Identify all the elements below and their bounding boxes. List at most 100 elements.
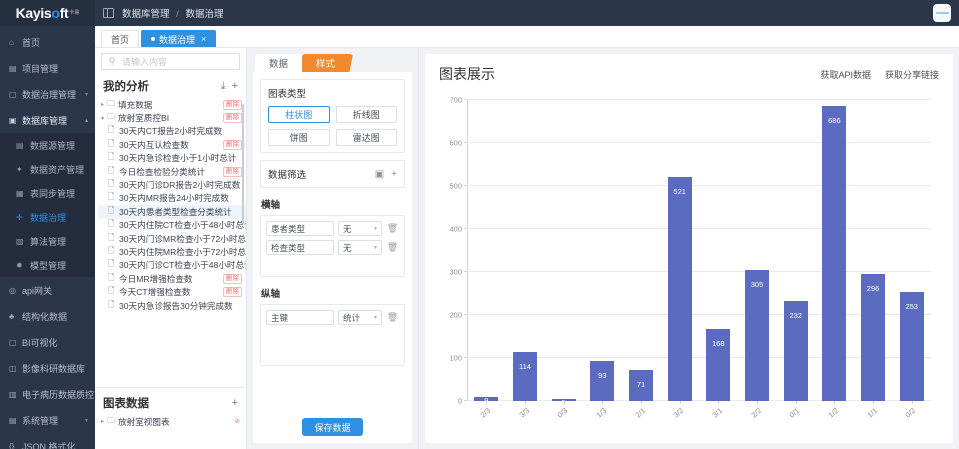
sidebar-item-imaging-db[interactable]: ◫ 影像科研数据库 [0,355,95,381]
tab-home[interactable]: 首页 [101,30,140,47]
add-icon[interactable]: + [391,168,397,180]
tab-style[interactable]: 样式 [302,54,354,72]
y-axis-field[interactable]: 主键 [266,310,334,325]
menu-collapse-icon[interactable] [103,8,114,18]
tree-leaf-row[interactable]: 🗋 30天内住院CT检查小于48小时总计 [98,219,246,232]
bar[interactable]: 305 [745,269,770,401]
y-axis-agg-select[interactable]: 统计 ▾ [338,310,382,325]
bar[interactable]: 686 [822,106,847,401]
sidebar-item-emr-quality[interactable]: ▥ 电子病历数据质控 [0,381,95,407]
sidebar-item-api-gateway[interactable]: ◎ api网关 [0,277,95,303]
delete-badge[interactable]: 删除 [223,273,242,284]
sidebar-item-governance[interactable]: ▢ 数据治理管理 ▾ [0,81,95,107]
sidebar-item-structured-data[interactable]: ♣ 结构化数据 [0,303,95,329]
close-icon[interactable]: × [201,34,207,44]
trash-icon[interactable]: 🗑 [386,312,399,322]
tab-data[interactable]: 数据 [255,54,303,72]
tree-leaf-row[interactable]: 🗋 30天内门诊DR报告2小时完成数 [98,178,246,191]
chevron-down-icon[interactable]: ▾ [100,115,104,122]
download-icon[interactable]: ⤓ [220,79,226,92]
bar[interactable]: 114 [513,351,537,401]
bar[interactable]: 296 [861,273,886,401]
x-axis-field[interactable]: 患者类型 [266,221,334,236]
delete-icon[interactable]: ⊘ [234,417,240,425]
tree-leaf-row[interactable]: 🗋 30天内住院MR检查小于72小时总计 [98,245,246,258]
bar-cell[interactable]: 168 3/1 [699,100,738,420]
sidebar-item-database[interactable]: ▣ 数据库管理 ▴ [0,107,95,133]
bar[interactable]: 5 [551,398,576,407]
tree-leaf-row[interactable]: 🗋 30天内急诊报告30分钟完成数 [98,299,246,312]
bar[interactable]: 168 [706,328,731,401]
bar-cell[interactable]: 50/3 [544,100,583,420]
bar[interactable]: 232 [783,301,808,401]
chart-type-line[interactable]: 折线图 [335,106,397,123]
tab-data-governance[interactable]: 数据治理 × [141,30,217,47]
chevron-right-icon[interactable]: ▸ [100,419,104,426]
bar[interactable]: 93 [590,361,615,401]
x-axis-field[interactable]: 检查类型 [266,240,334,255]
sidebar-item-bi[interactable]: ▢ BI可视化 [0,329,95,355]
delete-badge[interactable]: 删除 [223,166,242,177]
chevron-right-icon[interactable]: ▸ [100,102,104,109]
tree-leaf-row[interactable]: 🗋 30天内门诊CT检查小于48小时总计 [98,259,246,272]
chart-type-bar[interactable]: 柱状图 [268,106,330,123]
chart-type-radar[interactable]: 雷达图 [335,129,397,146]
tree-group-row[interactable]: ▸ 🗀 填充数据 删除 [98,98,246,111]
tree-leaf-row[interactable]: 🗋 30天内MR报告24小时完成数 [98,192,246,205]
x-axis-agg-select[interactable]: 无 ▾ [338,221,382,236]
tree-leaf-row[interactable]: 🗋 30天内CT报告2小时完成数 [98,125,246,138]
get-api-data-link[interactable]: 获取API数据 [820,69,871,80]
search-input[interactable] [122,56,239,67]
tree-leaf-row[interactable]: 🗋 今日MR增强检查数 删除 [98,272,246,285]
bar-cell[interactable]: 253 0/2 [892,100,931,420]
trash-icon[interactable]: 🗑 [386,223,399,233]
add-icon[interactable]: + [231,397,238,409]
trash-icon[interactable]: 🗑 [386,242,399,252]
bar[interactable]: 253 [899,292,924,401]
sidebar-item-table-sync[interactable]: ▦ 表同步管理 [0,181,95,205]
chart-data-item[interactable]: ▸ 🗀 放射室视图表 ⊘ [98,415,246,428]
breadcrumb-root[interactable]: 数据库管理 [122,9,170,20]
bar-cell[interactable]: 92/3 [467,100,506,420]
delete-badge[interactable]: 删除 [223,139,242,150]
bar-cell[interactable]: 71 2/1 [622,100,661,420]
bar-cell[interactable]: 305 2/2 [738,100,777,420]
tree-leaf-row-selected[interactable]: 🗋 30天内患者类型检查分类统计 [98,205,246,219]
sidebar-item-json-format[interactable]: {} JSON 格式化 [0,433,95,449]
sidebar-item-datasource[interactable]: ▤ 数据源管理 [0,133,95,157]
bar-cell[interactable]: 114 3/3 [506,100,545,420]
sidebar-item-data-governance[interactable]: ✛ 数据治理 [0,205,95,229]
tree-leaf-row[interactable]: 🗋 30天内急诊检查小于1小时总计 [98,152,246,165]
search-box[interactable]: ⚲ [101,53,240,70]
add-icon[interactable]: + [231,79,238,92]
get-share-link[interactable]: 获取分享链接 [884,69,939,80]
sidebar-item-algorithm[interactable]: ▧ 算法管理 [0,229,95,253]
bar-cell[interactable]: 93 1/3 [583,100,622,420]
delete-badge[interactable]: 删除 [223,113,242,124]
save-data-button[interactable]: 保存数据 [302,418,363,436]
bar[interactable]: 71 [629,370,653,401]
bar[interactable]: 9 [474,396,499,405]
delete-badge[interactable]: 删除 [223,287,242,298]
brand-logo[interactable]: Kayisoft 卡易 [0,0,95,26]
sidebar-item-asset[interactable]: ✦ 数据资产管理 [0,157,95,181]
tree-group-row[interactable]: ▾ 🗀 放射室质控BI 删除 [98,111,246,124]
sidebar-item-system[interactable]: ▤ 系统管理 ▾ [0,407,95,433]
tree-leaf-row[interactable]: 🗋 30天内互认检查数 删除 [98,138,246,151]
bar-cell[interactable]: 296 1/1 [854,100,893,420]
tree-leaf-row[interactable]: 🗋 今日检查检验分类统计 删除 [98,165,246,178]
sidebar-item-model[interactable]: ✹ 模型管理 [0,253,95,277]
sidebar-item-project[interactable]: ▤ 项目管理 [0,55,95,81]
bar[interactable]: 521 [667,176,692,401]
x-axis-agg-select[interactable]: 无 ▾ [338,240,382,255]
tree-leaf-row[interactable]: 🗋 今天CT增强检查数 删除 [98,285,246,298]
avatar[interactable] [933,4,951,22]
bar-cell[interactable]: 686 1/2 [815,100,854,420]
sidebar-item-home[interactable]: ⌂ 首页 [0,29,95,55]
tree-scrollbar[interactable] [242,104,244,224]
chart-type-pie[interactable]: 饼图 [268,129,330,146]
copy-icon[interactable]: ▣ [374,168,385,180]
bar-cell[interactable]: 232 0/1 [776,100,815,420]
delete-badge[interactable]: 删除 [223,99,242,110]
bar-cell[interactable]: 521 3/2 [660,100,699,420]
